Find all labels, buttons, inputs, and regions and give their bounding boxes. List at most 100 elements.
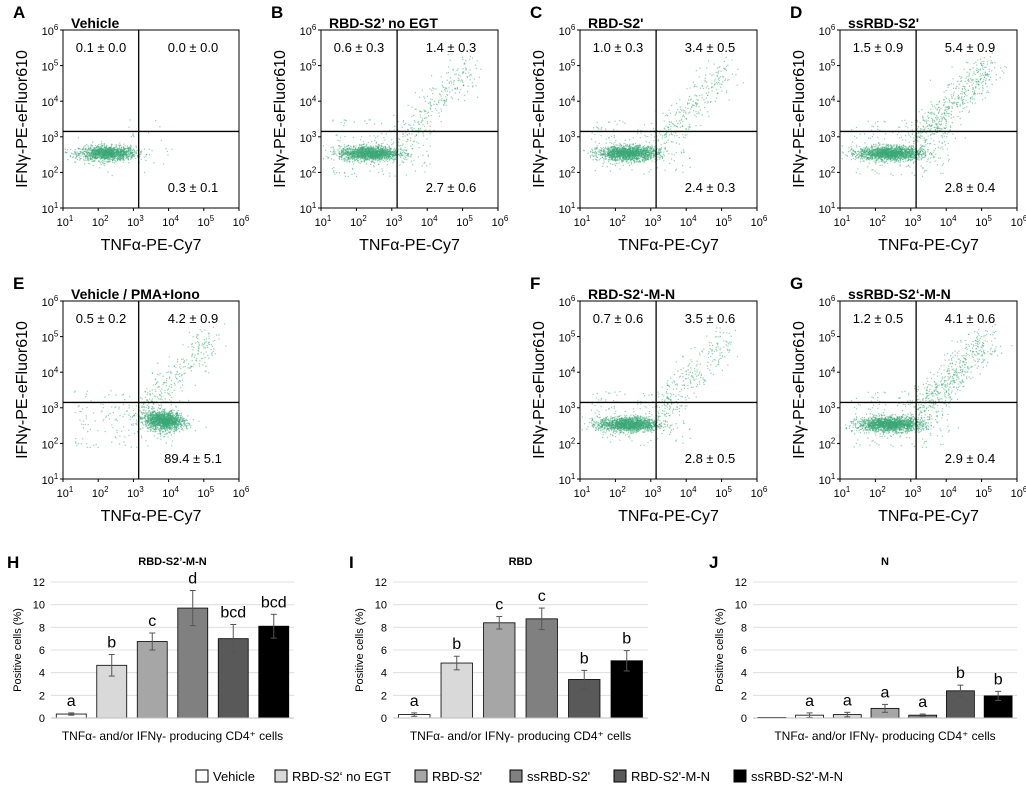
flow-event	[159, 126, 161, 128]
flow-event	[633, 156, 635, 159]
flow-event	[119, 153, 121, 156]
y-tick-label-exp: 6	[312, 23, 317, 32]
flow-event	[353, 157, 355, 160]
flow-event	[360, 149, 362, 151]
x-tick-label-exp: 6	[245, 214, 250, 223]
flow-event	[621, 161, 623, 163]
flow-event	[427, 111, 430, 113]
flow-event	[634, 159, 636, 161]
flow-event	[385, 156, 387, 159]
flow-event	[392, 149, 395, 151]
flow-event	[102, 154, 104, 156]
flow-event	[435, 109, 437, 112]
flow-event	[111, 148, 113, 150]
flow-plot-frame	[62, 29, 240, 209]
flow-event	[120, 154, 122, 156]
flow-event	[91, 155, 93, 157]
flow-event	[125, 155, 127, 158]
flow-event	[109, 149, 111, 151]
flow-event	[365, 148, 367, 150]
flow-event	[108, 156, 110, 158]
flow-event	[354, 150, 357, 152]
flow-event	[475, 85, 477, 87]
flow-event	[352, 145, 355, 147]
flow-event	[374, 149, 377, 151]
flow-event	[368, 156, 370, 159]
flow-event	[372, 152, 374, 154]
flow-event	[124, 154, 126, 156]
flow-event	[107, 157, 109, 160]
flow-event	[354, 151, 356, 154]
flow-event	[643, 153, 645, 155]
x-tick-label-base: 10	[57, 217, 69, 229]
flow-event	[370, 147, 372, 149]
flow-event	[78, 148, 80, 150]
flow-event	[457, 79, 459, 82]
flow-event	[367, 157, 369, 159]
flow-event	[345, 158, 347, 161]
flow-event	[358, 154, 360, 156]
flow-event	[117, 147, 119, 150]
flow-event	[369, 170, 371, 172]
flow-event	[97, 151, 99, 153]
flow-event	[626, 144, 628, 147]
flow-event	[357, 147, 360, 150]
flow-event	[364, 155, 366, 157]
flow-event	[370, 151, 372, 153]
flow-event	[626, 143, 628, 146]
flow-event	[84, 157, 87, 159]
flow-event	[446, 79, 448, 81]
x-tick-label: 103	[127, 214, 144, 229]
flow-event	[371, 154, 374, 156]
flow-event	[360, 147, 363, 149]
flow-event	[332, 151, 334, 153]
flow-event	[628, 157, 630, 159]
flow-event	[368, 155, 370, 157]
flow-event	[429, 108, 432, 110]
flow-event	[92, 153, 95, 155]
flow-event	[417, 121, 419, 124]
flow-event	[625, 148, 627, 150]
flow-event	[126, 151, 128, 153]
flow-event	[386, 156, 388, 158]
flow-event	[381, 155, 383, 158]
flow-event	[119, 158, 121, 161]
flow-event	[412, 164, 414, 166]
flow-event	[392, 158, 394, 160]
flow-event	[614, 151, 616, 154]
flow-event	[633, 158, 635, 160]
flow-event	[622, 145, 624, 147]
flow-event	[372, 153, 374, 155]
flow-event	[646, 156, 648, 158]
flow-event	[352, 148, 354, 150]
flow-event	[648, 155, 650, 157]
flow-event	[374, 159, 376, 161]
flow-event	[413, 159, 415, 161]
flow-event	[350, 146, 353, 148]
flow-event	[330, 158, 333, 160]
flow-event	[462, 59, 464, 61]
flow-event	[404, 146, 406, 148]
flow-event	[385, 133, 387, 135]
flow-event	[88, 153, 90, 156]
flow-event	[456, 86, 459, 89]
flow-event	[340, 156, 343, 158]
flow-event	[445, 104, 447, 106]
flow-event	[646, 149, 648, 151]
flow-event	[409, 155, 411, 157]
flow-event	[444, 90, 446, 92]
flow-event	[171, 148, 173, 150]
flow-event	[431, 110, 433, 112]
flow-event	[140, 154, 142, 156]
flow-event	[603, 158, 605, 160]
flow-event	[133, 156, 135, 158]
flow-event	[593, 155, 595, 158]
flow-event	[353, 163, 355, 165]
flow-event	[383, 151, 385, 153]
flow-event	[342, 152, 344, 154]
flow-event	[95, 152, 98, 154]
flow-event	[103, 155, 105, 157]
flow-event	[606, 154, 608, 157]
flow-event	[629, 150, 632, 153]
flow-event	[95, 150, 97, 153]
